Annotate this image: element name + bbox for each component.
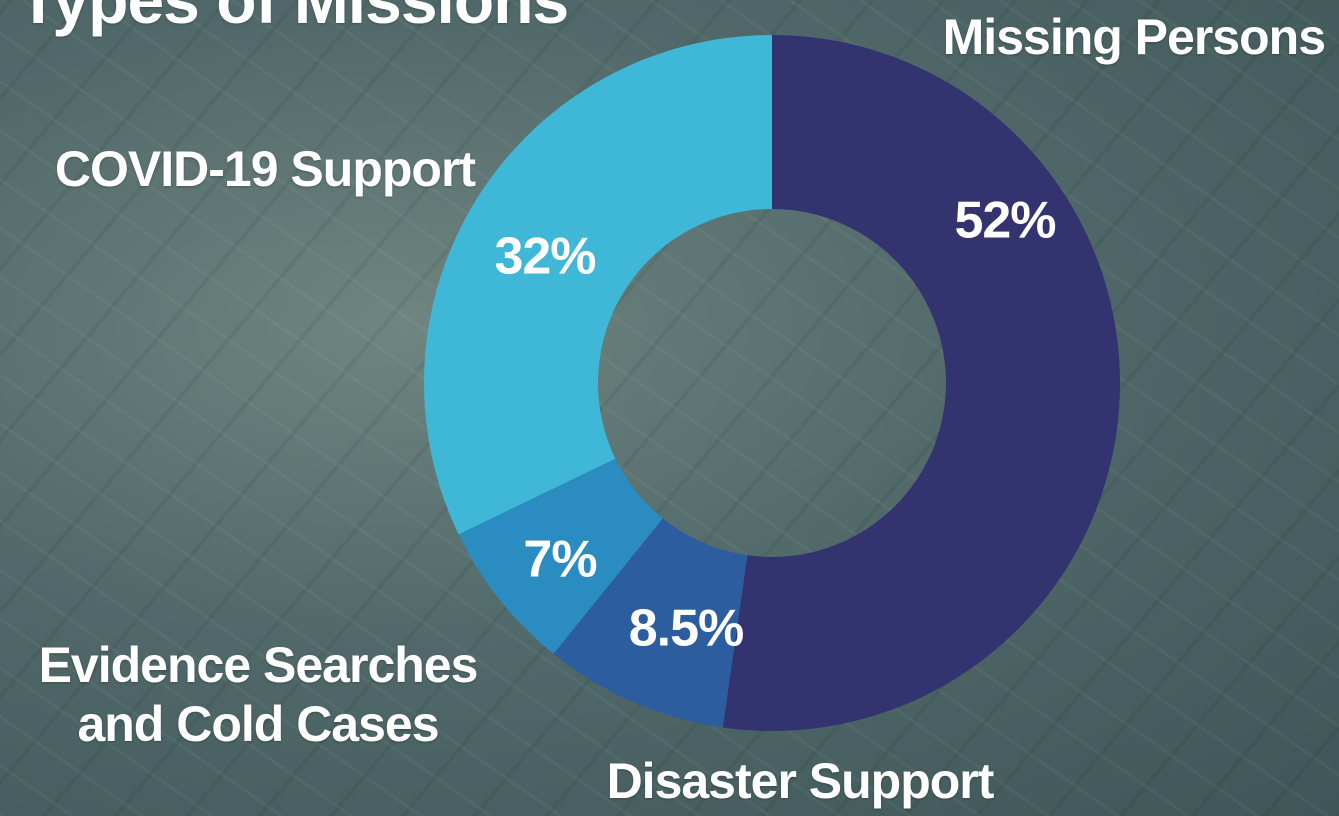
value-label: 8.5% — [629, 600, 744, 658]
donut-segment — [723, 35, 1120, 731]
category-label: COVID-19 Support — [40, 140, 490, 199]
chart: Types of Missions 52%8.5%7%32% Missing P… — [0, 0, 1339, 816]
value-label: 52% — [954, 192, 1055, 250]
value-label: 7% — [523, 531, 596, 589]
page: Types of Missions 52%8.5%7%32% Missing P… — [0, 0, 1339, 816]
category-label: Missing Persons — [943, 8, 1325, 67]
category-label: Evidence Searches and Cold Cases — [0, 636, 516, 754]
donut-segment — [424, 35, 772, 534]
category-label: Disaster Support — [560, 752, 1040, 811]
value-label: 32% — [494, 228, 595, 286]
